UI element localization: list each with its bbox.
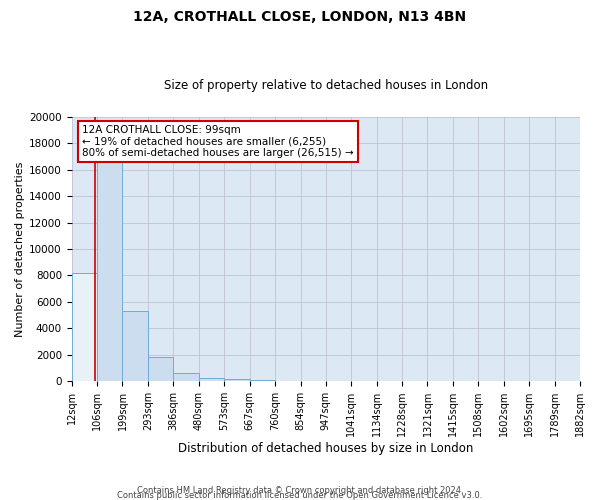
Bar xyxy=(122,311,148,381)
Bar xyxy=(97,162,122,381)
Text: Contains HM Land Registry data © Crown copyright and database right 2024.: Contains HM Land Registry data © Crown c… xyxy=(137,486,463,495)
Bar xyxy=(71,273,97,381)
Y-axis label: Number of detached properties: Number of detached properties xyxy=(15,162,25,336)
Text: Contains public sector information licensed under the Open Government Licence v3: Contains public sector information licen… xyxy=(118,490,482,500)
Bar xyxy=(199,378,224,381)
Title: Size of property relative to detached houses in London: Size of property relative to detached ho… xyxy=(164,79,488,92)
Text: 12A CROTHALL CLOSE: 99sqm
← 19% of detached houses are smaller (6,255)
80% of se: 12A CROTHALL CLOSE: 99sqm ← 19% of detac… xyxy=(82,124,353,158)
Text: 12A, CROTHALL CLOSE, LONDON, N13 4BN: 12A, CROTHALL CLOSE, LONDON, N13 4BN xyxy=(133,10,467,24)
Bar xyxy=(148,358,173,381)
Bar xyxy=(173,372,199,381)
Bar xyxy=(275,380,301,381)
Bar xyxy=(224,379,250,381)
Bar xyxy=(250,380,275,381)
X-axis label: Distribution of detached houses by size in London: Distribution of detached houses by size … xyxy=(178,442,473,455)
